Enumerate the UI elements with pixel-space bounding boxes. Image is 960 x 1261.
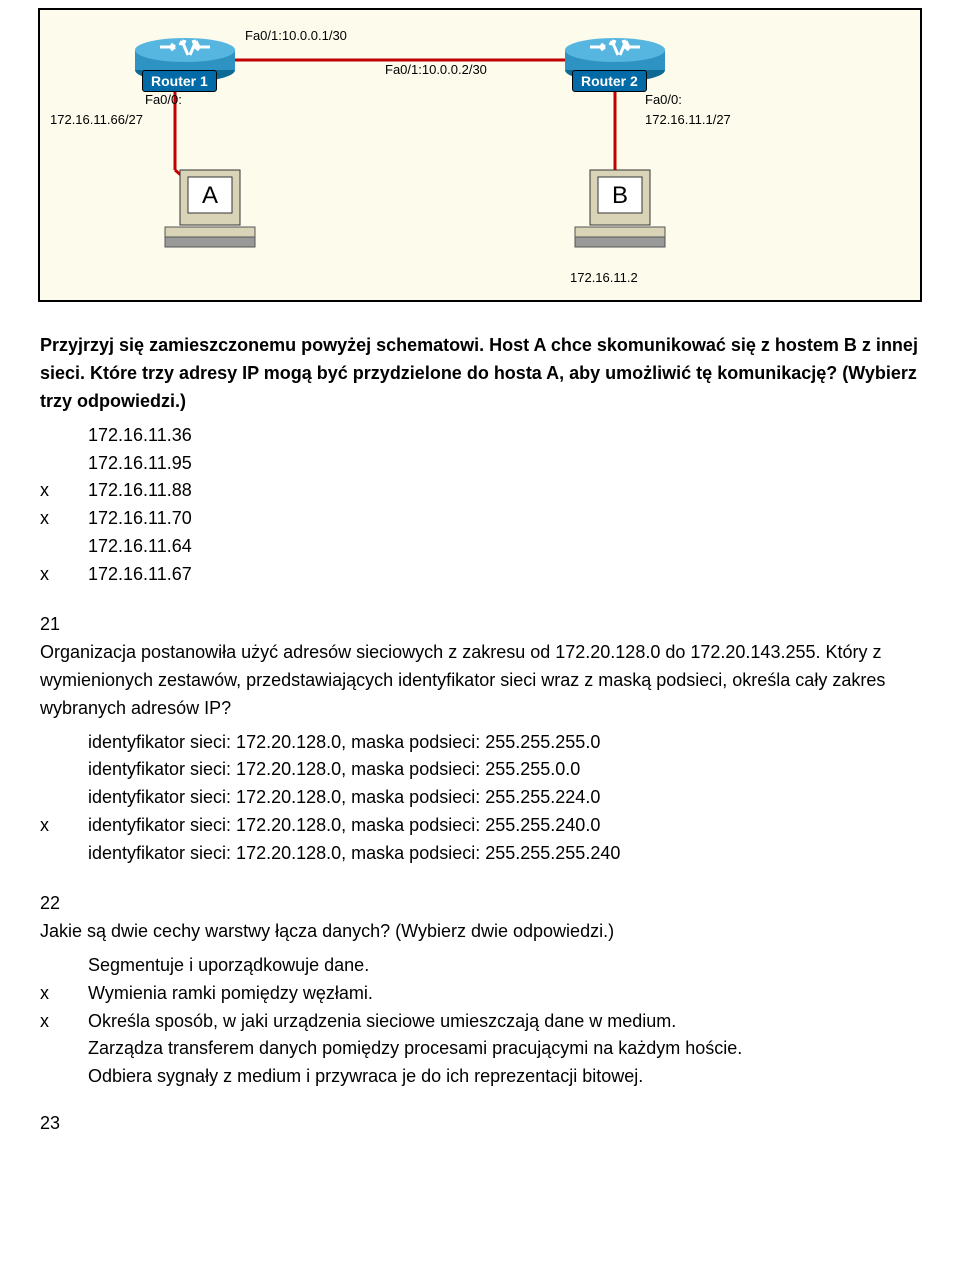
answer-option: Odbiera sygnały z medium i przywraca je … xyxy=(40,1063,920,1091)
answer-text: identyfikator sieci: 172.20.128.0, maska… xyxy=(88,729,600,757)
answer-option: xidentyfikator sieci: 172.20.128.0, mask… xyxy=(40,812,920,840)
answer-text: Określa sposób, w jaki urządzenia siecio… xyxy=(88,1008,676,1036)
answer-text: identyfikator sieci: 172.20.128.0, maska… xyxy=(88,784,600,812)
answer-text: 172.16.11.36 xyxy=(88,422,192,450)
answer-option: identyfikator sieci: 172.20.128.0, maska… xyxy=(40,784,920,812)
answer-text: identyfikator sieci: 172.20.128.0, maska… xyxy=(88,840,620,868)
answer-text: 172.16.11.88 xyxy=(88,477,192,505)
router-1-label: Router 1 xyxy=(142,70,217,92)
q23-number: 23 xyxy=(40,1113,920,1134)
answer-text: 172.16.11.70 xyxy=(88,505,192,533)
host-a-letter: A xyxy=(202,182,218,209)
host-b-ip: 172.16.11.2 xyxy=(570,270,638,285)
router2-fa00-ip: 172.16.11.1/27 xyxy=(645,112,731,127)
router1-fa01-label: Fa0/1:10.0.0.1/30 xyxy=(245,28,347,43)
q21-options: identyfikator sieci: 172.20.128.0, maska… xyxy=(40,729,920,868)
answer-option: x172.16.11.70 xyxy=(40,505,920,533)
answer-mark: x xyxy=(40,980,88,1008)
q22-options: Segmentuje i uporządkowuje dane.xWymieni… xyxy=(40,952,920,1091)
answer-option: xOkreśla sposób, w jaki urządzenia sieci… xyxy=(40,1008,920,1036)
q22-number: 22 xyxy=(40,890,920,918)
router2-fa00-label: Fa0/0: xyxy=(645,92,682,107)
answer-mark: x xyxy=(40,561,88,589)
answer-mark xyxy=(40,756,88,784)
answer-mark xyxy=(40,784,88,812)
answer-mark xyxy=(40,729,88,757)
answer-mark xyxy=(40,450,88,478)
answer-mark: x xyxy=(40,505,88,533)
answer-text: Odbiera sygnały z medium i przywraca je … xyxy=(88,1063,643,1091)
q20-text: Przyjrzyj się zamieszczonemu powyżej sch… xyxy=(40,332,920,416)
answer-option: 172.16.11.64 xyxy=(40,533,920,561)
router1-fa00-label: Fa0/0: xyxy=(145,92,182,107)
q21-text: Organizacja postanowiła użyć adresów sie… xyxy=(40,639,920,723)
answer-mark xyxy=(40,1035,88,1063)
answer-option: 172.16.11.36 xyxy=(40,422,920,450)
answer-mark xyxy=(40,840,88,868)
answer-mark: x xyxy=(40,1008,88,1036)
answer-text: 172.16.11.64 xyxy=(88,533,192,561)
answer-option: Segmentuje i uporządkowuje dane. xyxy=(40,952,920,980)
answer-mark xyxy=(40,422,88,450)
answer-text: identyfikator sieci: 172.20.128.0, maska… xyxy=(88,756,580,784)
network-diagram: Router 1 Router 2 A xyxy=(38,8,922,302)
answer-option: identyfikator sieci: 172.20.128.0, maska… xyxy=(40,729,920,757)
answer-text: Segmentuje i uporządkowuje dane. xyxy=(88,952,369,980)
answer-mark: x xyxy=(40,812,88,840)
answer-text: Wymienia ramki pomiędzy węzłami. xyxy=(88,980,373,1008)
answer-mark: x xyxy=(40,477,88,505)
answer-mark xyxy=(40,533,88,561)
answer-option: x172.16.11.67 xyxy=(40,561,920,589)
host-b-letter: B xyxy=(612,182,628,209)
host-a-icon: A xyxy=(155,165,265,255)
answer-option: Zarządza transferem danych pomiędzy proc… xyxy=(40,1035,920,1063)
answer-mark xyxy=(40,1063,88,1091)
answer-option: 172.16.11.95 xyxy=(40,450,920,478)
answer-mark xyxy=(40,952,88,980)
host-b-icon: B xyxy=(565,165,675,255)
answer-text: 172.16.11.67 xyxy=(88,561,192,589)
answer-option: x172.16.11.88 xyxy=(40,477,920,505)
answer-option: identyfikator sieci: 172.20.128.0, maska… xyxy=(40,840,920,868)
router1-fa00-ip: 172.16.11.66/27 xyxy=(50,112,143,127)
router-2-label: Router 2 xyxy=(572,70,647,92)
answer-text: Zarządza transferem danych pomiędzy proc… xyxy=(88,1035,742,1063)
answer-option: xWymienia ramki pomiędzy węzłami. xyxy=(40,980,920,1008)
answer-option: identyfikator sieci: 172.20.128.0, maska… xyxy=(40,756,920,784)
q21-number: 21 xyxy=(40,611,920,639)
router2-fa01-label: Fa0/1:10.0.0.2/30 xyxy=(385,62,487,77)
q22-text: Jakie są dwie cechy warstwy łącza danych… xyxy=(40,918,920,946)
answer-text: 172.16.11.95 xyxy=(88,450,192,478)
answer-text: identyfikator sieci: 172.20.128.0, maska… xyxy=(88,812,600,840)
q20-options: 172.16.11.36172.16.11.95x172.16.11.88x17… xyxy=(40,422,920,589)
